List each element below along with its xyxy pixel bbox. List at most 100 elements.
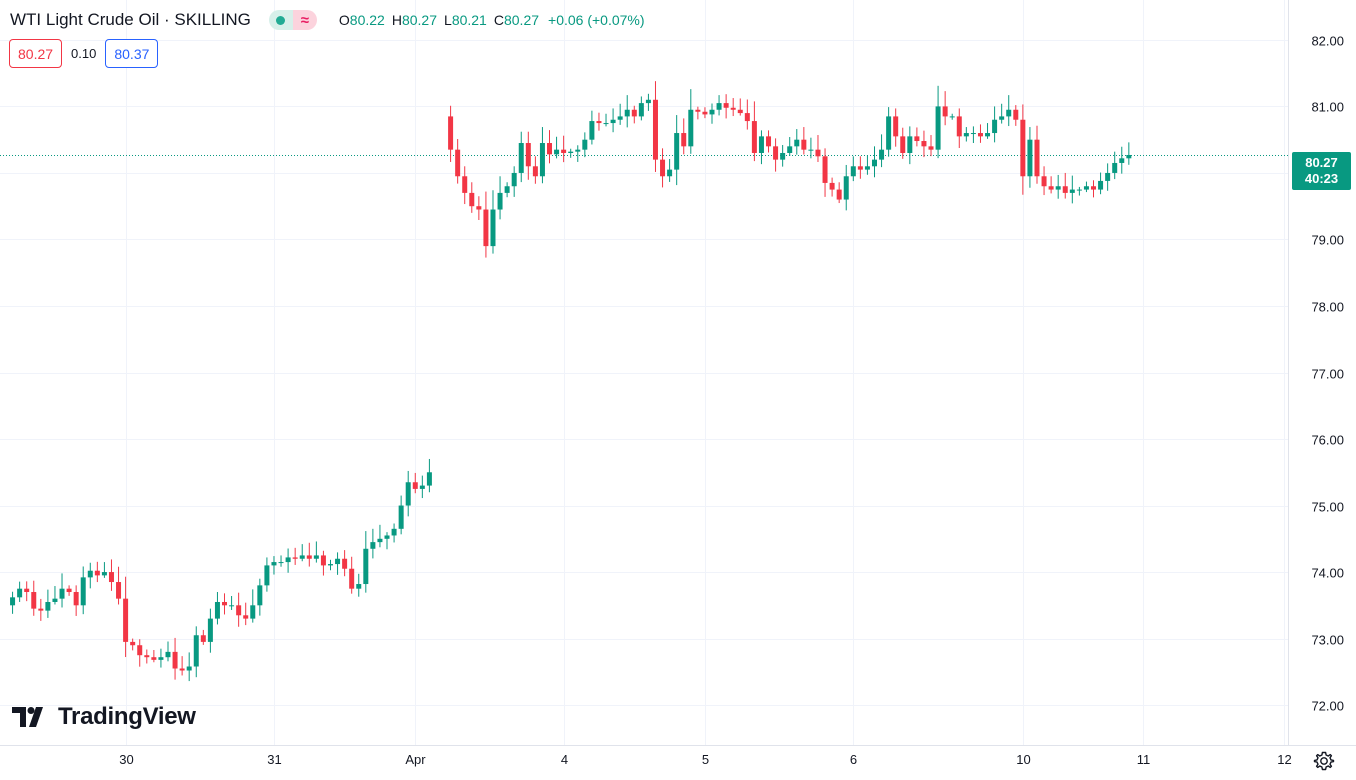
market-open-dot-icon[interactable] — [268, 10, 293, 30]
candle-body — [490, 209, 496, 247]
candle — [1076, 186, 1082, 196]
candle-body — [229, 605, 235, 607]
candle-body — [532, 166, 538, 177]
candle — [257, 578, 263, 616]
candle-body — [52, 598, 58, 602]
candle-body — [864, 166, 870, 170]
time-tick-label: 6 — [849, 752, 858, 767]
candle-body — [631, 109, 637, 117]
candle — [532, 156, 538, 184]
candle-body — [455, 149, 461, 177]
candle-body — [243, 615, 249, 619]
candle-body — [879, 149, 885, 160]
candle-body — [313, 555, 319, 559]
candle — [547, 130, 553, 164]
candle — [780, 145, 786, 167]
candle — [864, 154, 870, 175]
candle-body — [709, 109, 715, 115]
candle — [589, 110, 595, 145]
spread-value: 0.10 — [71, 46, 97, 61]
candle — [94, 561, 100, 583]
candle-body — [850, 166, 856, 177]
candle-body — [130, 641, 136, 646]
candle-body — [751, 121, 757, 153]
candle — [419, 475, 425, 499]
sell-button[interactable]: 80.27 — [9, 39, 63, 68]
candle-body — [462, 176, 468, 193]
time-tick-label: 11 — [1136, 752, 1151, 767]
candle — [1041, 166, 1047, 196]
candle-body — [681, 133, 687, 147]
candle — [582, 132, 588, 158]
symbol-title[interactable]: WTI Light Crude Oil · SKILLING — [10, 10, 251, 29]
candle-body — [610, 119, 616, 124]
candle-body — [999, 116, 1005, 120]
candle-body — [596, 121, 602, 124]
candle — [250, 589, 256, 623]
candle — [158, 648, 164, 668]
candle-body — [412, 482, 418, 489]
candle — [900, 127, 906, 159]
candle-body — [469, 192, 475, 207]
candle-body — [893, 116, 899, 137]
candle — [568, 148, 574, 158]
candle-body — [1048, 186, 1054, 190]
candle-body — [1027, 139, 1033, 177]
candle — [391, 523, 397, 543]
candle — [561, 135, 567, 163]
candle-body — [123, 598, 129, 642]
candle — [836, 182, 842, 204]
candle-body — [547, 143, 553, 155]
candle — [123, 576, 129, 658]
candle — [1105, 163, 1111, 191]
approximate-data-icon[interactable]: ≈ — [292, 10, 317, 30]
candle — [370, 528, 376, 559]
candle — [921, 130, 927, 158]
candle-body — [108, 572, 114, 583]
candle-body — [349, 568, 355, 589]
candle-body — [730, 107, 736, 110]
candle — [829, 177, 835, 197]
candle — [914, 127, 920, 147]
candle — [1048, 176, 1054, 194]
candle — [320, 550, 326, 576]
candle — [377, 524, 383, 548]
buy-button[interactable]: 80.37 — [105, 39, 159, 68]
candle-body — [214, 601, 220, 619]
candle — [504, 182, 510, 198]
tradingview-logo-icon — [12, 707, 43, 727]
candle — [313, 541, 319, 563]
candle — [857, 156, 863, 179]
candle — [1119, 146, 1125, 174]
open-label: O — [338, 12, 350, 28]
candle — [497, 176, 503, 220]
price-axis[interactable]: 82.0081.0080.0079.0078.0077.0076.0075.00… — [1288, 0, 1356, 745]
gear-icon[interactable] — [1313, 750, 1335, 772]
candle-body — [1091, 186, 1097, 190]
candle-body — [94, 570, 100, 576]
candle — [928, 135, 934, 157]
candle — [539, 127, 545, 184]
candle — [200, 629, 206, 645]
candle-body — [426, 472, 432, 486]
candle-body — [144, 655, 150, 658]
candle-body — [582, 139, 588, 150]
candle — [1055, 174, 1061, 199]
tradingview-logo[interactable]: TradingView — [12, 703, 196, 731]
candle — [243, 602, 249, 626]
candle — [1027, 127, 1033, 188]
candle — [144, 649, 150, 664]
candle-body — [87, 570, 93, 578]
candle — [674, 115, 680, 186]
candle — [24, 581, 30, 602]
candle — [335, 552, 341, 575]
candle — [631, 105, 637, 124]
candle — [299, 544, 305, 562]
candle-body — [808, 149, 814, 151]
candle-body — [497, 192, 503, 210]
candle-body — [1034, 139, 1040, 177]
logo-text: TradingView — [58, 703, 196, 730]
candle-body — [568, 151, 574, 153]
candle — [426, 458, 432, 493]
